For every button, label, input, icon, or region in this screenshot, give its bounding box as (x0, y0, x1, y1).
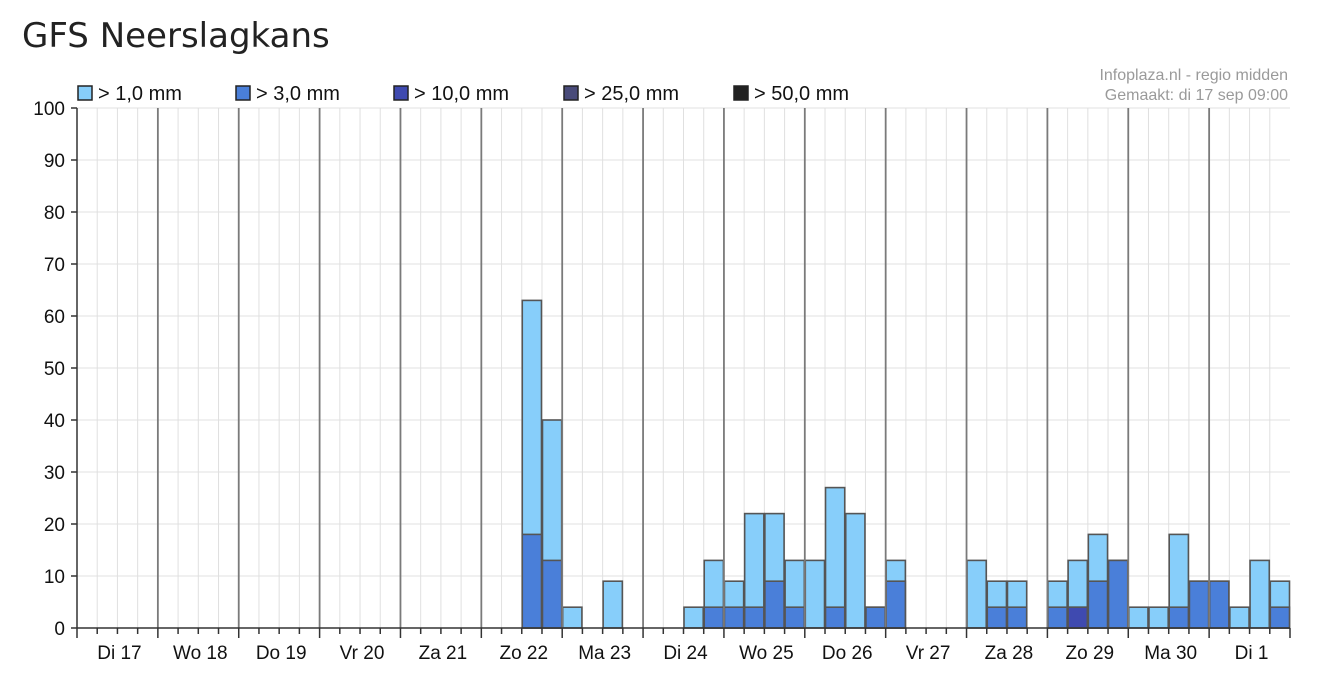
x-day-label: Wo 25 (739, 643, 794, 664)
axes: 0 10 20 30 40 50 60 70 80 90 100 Di 17 Wo 18 Do 19 Vr … (33, 99, 1291, 664)
bar-3-0mm (885, 580, 907, 629)
bar-10-0mm (1067, 606, 1089, 629)
bar-1-0mm (844, 512, 866, 629)
x-day-label: Di 24 (663, 643, 708, 664)
y-tick-label: 10 (44, 567, 65, 588)
bar-3-0mm (1047, 606, 1068, 629)
x-day-label: Za 21 (419, 643, 468, 664)
bar-3-0mm (824, 606, 846, 629)
bar-1-0mm (1127, 606, 1149, 629)
legend-swatch (393, 85, 409, 101)
x-day-label: Ma 23 (578, 643, 631, 664)
x-day-label: Ma 30 (1144, 643, 1197, 664)
bar-1-0mm (1249, 559, 1271, 629)
bar-3-0mm (764, 580, 785, 629)
legend-label: > 1,0 mm (98, 83, 182, 105)
y-tick-label: 20 (44, 515, 65, 536)
bar-1-0mm (1229, 606, 1250, 629)
legend: > 1,0 mm > 3,0 mm > 10,0 mm > 25,0 mm > 50,0… (77, 83, 849, 105)
bar-3-0mm (1107, 559, 1129, 629)
legend-label: > 10,0 mm (414, 83, 509, 105)
x-day-label: Vr 27 (906, 643, 951, 664)
legend-swatch (733, 85, 749, 101)
bar-3-0mm (723, 606, 745, 629)
y-tick-label: 40 (44, 411, 65, 432)
legend-label: > 3,0 mm (256, 83, 340, 105)
y-tick-label: 50 (44, 359, 65, 380)
bar-1-0mm (683, 606, 705, 629)
x-day-label: Za 28 (985, 643, 1034, 664)
bar-1-0mm (561, 606, 583, 629)
x-day-label: Vr 20 (340, 643, 385, 664)
bar-3-0mm (743, 606, 765, 629)
bar-3-0mm (784, 606, 806, 629)
y-tick-label: 30 (44, 463, 65, 484)
y-tick-label: 0 (54, 619, 65, 640)
bar-3-0mm (1087, 580, 1109, 629)
bar-1-0mm (804, 559, 826, 629)
bar-3-0mm (1188, 580, 1210, 629)
x-day-label: Di 17 (97, 643, 141, 664)
y-tick-label: 100 (33, 99, 65, 120)
x-day-label: Di 1 (1235, 643, 1269, 664)
bar-3-0mm (521, 533, 543, 629)
legend-label: > 25,0 mm (584, 83, 679, 105)
bar-3-0mm (541, 559, 563, 629)
x-day-label: Wo 18 (173, 643, 228, 664)
page-title: GFS Neerslagkans (22, 16, 330, 56)
bar-3-0mm (1006, 606, 1028, 629)
day-separators (156, 108, 1211, 628)
bar-3-0mm (986, 606, 1008, 629)
credit-timestamp: Gemaakt: di 17 sep 09:00 (1105, 87, 1288, 104)
y-tick-label: 80 (44, 203, 65, 224)
bar-1-0mm (602, 580, 624, 629)
x-day-label: Do 19 (256, 643, 307, 664)
bar-3-0mm (703, 606, 725, 629)
legend-label: > 50,0 mm (754, 83, 849, 105)
y-tick-label: 70 (44, 255, 65, 276)
bar-3-0mm (1208, 580, 1230, 629)
bar-3-0mm (865, 606, 886, 629)
bar-3-0mm (1269, 606, 1291, 629)
y-tick-label: 90 (44, 151, 65, 172)
bar-1-0mm (1148, 606, 1169, 629)
legend-swatch (563, 85, 579, 101)
legend-swatch (77, 85, 93, 101)
credit-source: Infoplaza.nl - regio midden (1099, 67, 1288, 84)
x-day-label: Zo 22 (499, 643, 548, 664)
x-day-label: Do 26 (822, 643, 873, 664)
x-day-label: Zo 29 (1066, 643, 1115, 664)
legend-swatch (235, 85, 251, 101)
bar-1-0mm (966, 559, 988, 629)
y-tick-label: 60 (44, 307, 65, 328)
bar-3-0mm (1168, 606, 1190, 629)
